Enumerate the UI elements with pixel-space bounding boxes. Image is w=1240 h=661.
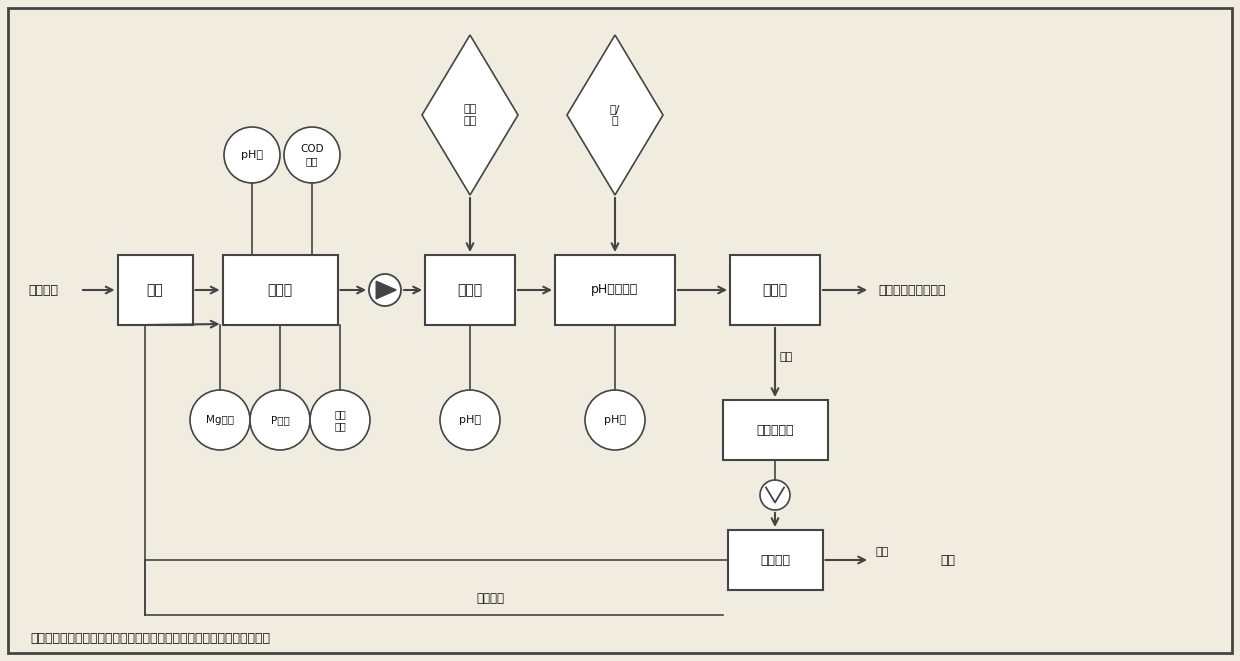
Text: pH值调节池: pH值调节池: [591, 284, 639, 297]
Text: 乳化废水: 乳化废水: [29, 284, 58, 297]
Polygon shape: [422, 35, 518, 195]
Text: P检测: P检测: [270, 415, 289, 425]
Text: 氨氮
检测: 氨氮 检测: [334, 409, 346, 431]
Bar: [556, 255, 675, 325]
Text: 沉淀池: 沉淀池: [763, 283, 787, 297]
Text: COD
检测: COD 检测: [300, 144, 324, 166]
Circle shape: [760, 480, 790, 510]
Bar: [425, 255, 515, 325]
Text: 调节池: 调节池: [268, 283, 293, 297]
Text: pH计: pH计: [604, 415, 626, 425]
Text: 污泥: 污泥: [780, 352, 794, 362]
Circle shape: [310, 390, 370, 450]
Polygon shape: [567, 35, 663, 195]
Text: 碱/
酸: 碱/ 酸: [610, 104, 620, 126]
Circle shape: [224, 127, 280, 183]
Bar: [728, 530, 822, 590]
Circle shape: [370, 274, 401, 306]
Text: 污泥: 污泥: [875, 547, 889, 557]
Text: 污泥浓缩池: 污泥浓缩池: [756, 424, 794, 436]
Bar: [222, 255, 337, 325]
Bar: [118, 255, 192, 325]
Text: pH计: pH计: [459, 415, 481, 425]
Text: 外运: 外运: [940, 553, 955, 566]
Circle shape: [440, 390, 500, 450]
Circle shape: [250, 390, 310, 450]
Text: pH计: pH计: [241, 150, 263, 160]
Text: 破乳剂：根据废水的成份，可选择镇盐、鐵盐、磷酸盐中的一种或几种。: 破乳剂：根据废水的成份，可选择镇盐、鐵盐、磷酸盐中的一种或几种。: [30, 631, 270, 644]
Text: 破乳
药剂: 破乳 药剂: [464, 104, 476, 126]
Polygon shape: [376, 281, 397, 299]
Circle shape: [190, 390, 250, 450]
Circle shape: [284, 127, 340, 183]
Text: 加药池: 加药池: [458, 283, 482, 297]
Text: Mg检测: Mg检测: [206, 415, 234, 425]
Text: 离心废液: 离心废液: [476, 592, 503, 605]
Text: 机械脱水: 机械脱水: [760, 553, 790, 566]
Bar: [730, 255, 820, 325]
Text: 破乳出水进一步处理: 破乳出水进一步处理: [878, 284, 945, 297]
Text: 格栅: 格栅: [146, 283, 164, 297]
Circle shape: [585, 390, 645, 450]
Bar: [723, 400, 827, 460]
